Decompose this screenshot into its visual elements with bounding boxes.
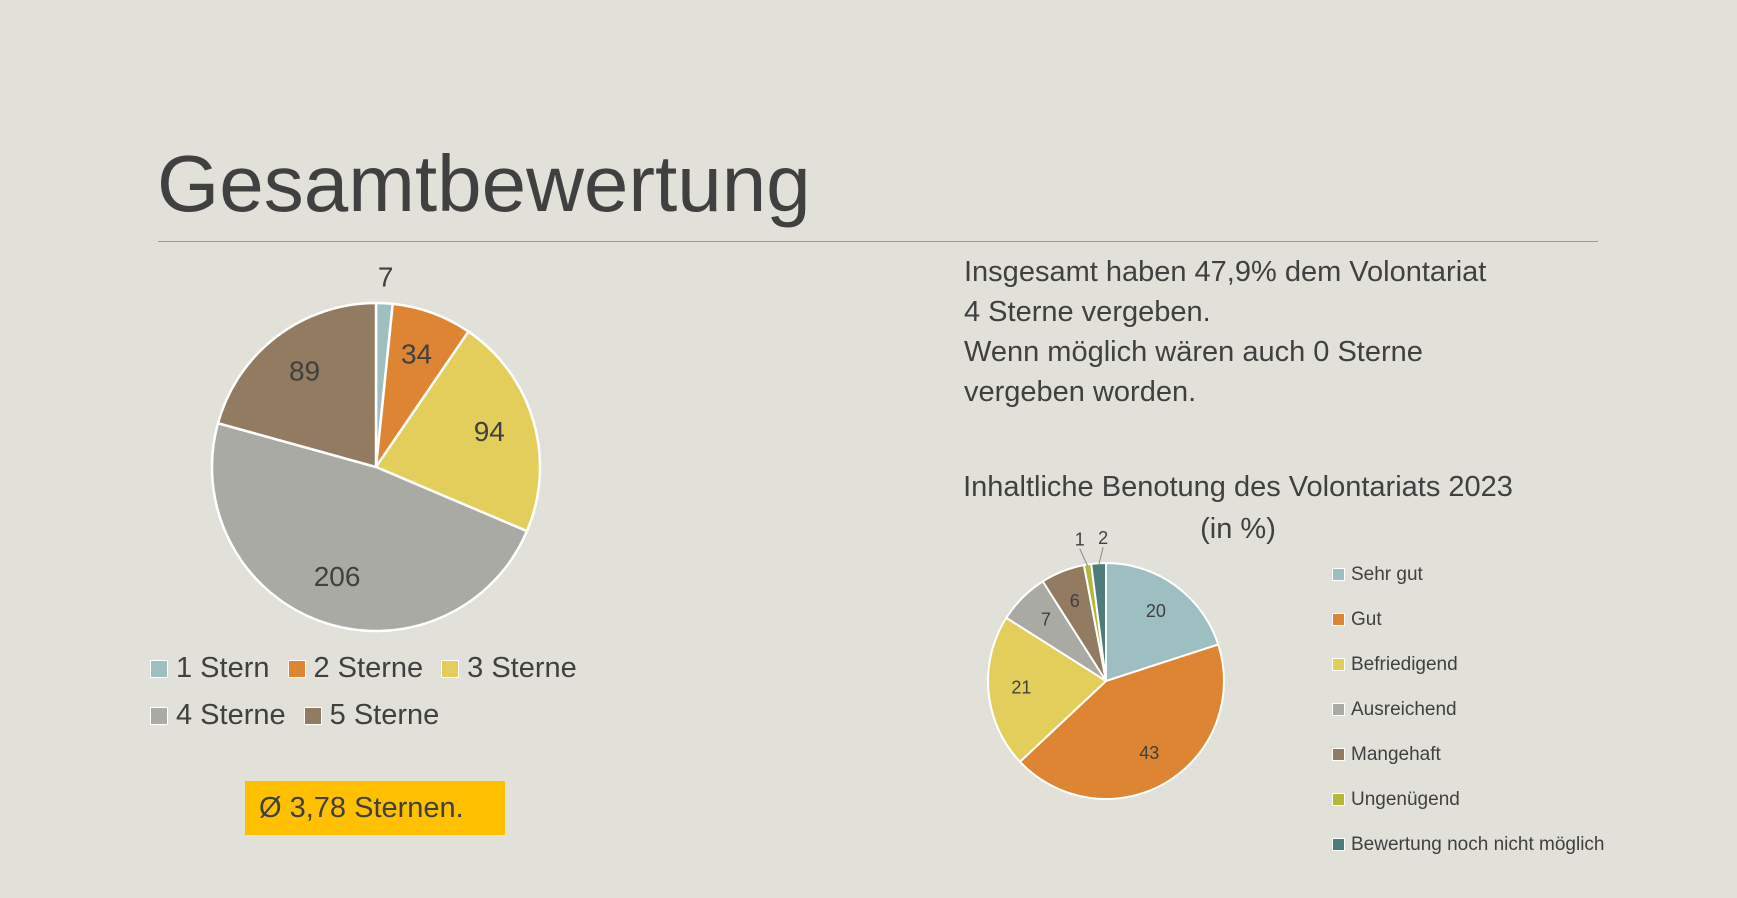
pie-slice-bewertung-noch-nicht-moglich [1090,561,1107,682]
data-label: 7 [378,262,394,293]
data-label: 6 [1070,591,1080,611]
data-label: 94 [474,416,505,447]
legend-swatch [1332,613,1345,626]
star-rating-legend: 1 Stern 2 Sterne 3 Sterne 4 Sterne 5 Ste… [150,652,630,732]
legend-swatch [287,659,306,678]
legend-item-1-stern: 1 Stern [150,652,270,685]
pie-slice-3-sterne [374,329,542,533]
leader-line [1098,547,1104,566]
data-label: 1 [1075,529,1085,549]
legend-item-ungenuegend: Ungenügend [1332,777,1604,822]
legend-label: 4 Sterne [176,699,286,731]
average-rating-badge: Ø 3,78 Sternen. [245,781,505,835]
legend-item-4-sterne: 4 Sterne [150,699,286,732]
legend-item-bewertung-noch-nicht-moeglich: Bewertung noch nicht möglich [1332,822,1604,867]
pie-slice-4-sterne [210,421,529,633]
legend-label: 5 Sterne [329,699,440,731]
legend-label: Befriedigend [1351,653,1458,675]
grade-chart-title: Inhaltliche Benotung des Volontariats 20… [963,471,1513,545]
data-label: 2 [1098,528,1108,548]
pie-slice-5-sterne [216,301,378,469]
legend-swatch [150,659,168,678]
legend-item-sehr-gut: Sehr gut [1332,552,1604,597]
legend-label: 1 Stern [176,652,270,684]
legend-swatch [441,659,460,678]
grade-legend: Sehr gut Gut Befriedigend Ausreichend Ma… [1332,552,1604,867]
title-divider [158,241,1598,242]
legend-swatch [1332,703,1345,716]
pie-slice-gut [1018,643,1225,800]
legend-swatch [1332,838,1345,851]
legend-item-3-sterne: 3 Sterne [441,652,577,685]
summary-line: vergeben worden. [964,376,1197,408]
summary-text: Insgesamt haben 47,9% dem Volontariat 4 … [964,252,1564,412]
legend-swatch [1332,658,1345,671]
legend-label: Ungenügend [1351,788,1460,810]
summary-line: 4 Sterne vergeben. [964,296,1211,328]
legend-item-5-sterne: 5 Sterne [303,699,440,732]
data-label: 206 [314,561,361,592]
data-label: 7 [1041,610,1051,630]
legend-label: Mangehaft [1351,743,1441,765]
legend-label: Bewertung noch nicht möglich [1351,833,1605,855]
data-label: 21 [1011,678,1031,698]
legend-label: 2 Sterne [313,652,424,684]
data-label: 89 [289,355,320,386]
legend-item-gut: Gut [1332,597,1604,642]
legend-item-2-sterne: 2 Sterne [287,652,424,685]
pie-slice-befriedigend [987,616,1108,764]
data-label: 20 [1146,601,1166,621]
legend-swatch [303,706,322,725]
legend-item-ausreichend: Ausreichend [1332,687,1604,732]
legend-swatch [150,706,168,725]
legend-swatch [1332,568,1345,581]
legend-label: Gut [1351,608,1382,630]
legend-swatch [1332,748,1345,761]
legend-swatch [1332,793,1345,806]
legend-item-mangehaft: Mangehaft [1332,732,1604,777]
legend-item-befriedigend: Befriedigend [1332,642,1604,687]
leader-line [1079,548,1089,567]
legend-label: 3 Sterne [467,652,577,684]
slide-title: Gesamtbewertung [157,139,811,228]
legend-label: Ausreichend [1351,698,1457,720]
data-label: 43 [1139,743,1159,763]
data-label: 34 [401,338,432,369]
legend-label: Sehr gut [1351,563,1423,585]
star-rating-pie-chart: 7 34 94 206 89 [210,262,542,633]
pie-slice-sehr-gut [1105,561,1220,683]
summary-line: Wenn möglich wären auch 0 Sterne [964,336,1423,368]
summary-line: Insgesamt haben 47,9% dem Volontariat [964,256,1487,288]
